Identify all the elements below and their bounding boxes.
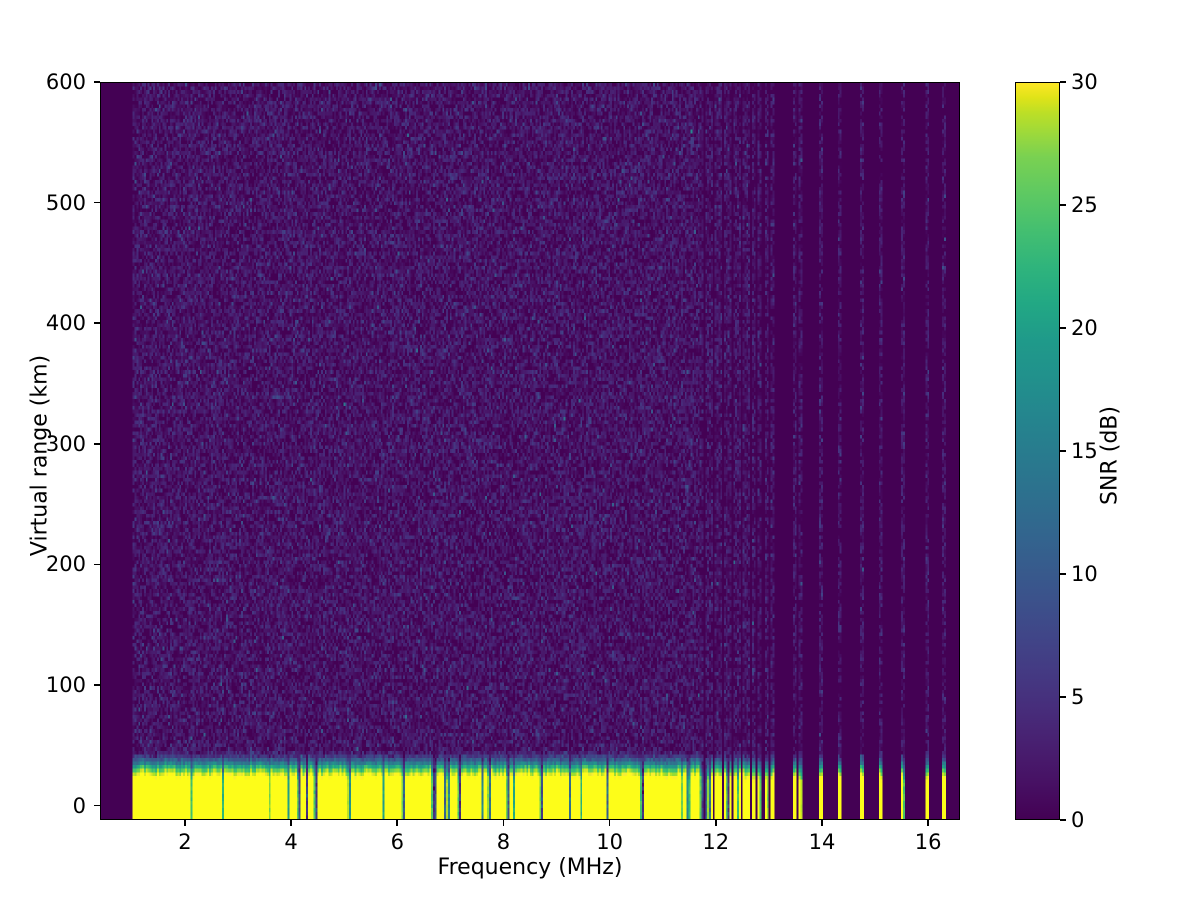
y-tick-mark — [94, 804, 100, 807]
y-tick-mark — [94, 684, 100, 686]
colorbar-tick-mark — [1060, 573, 1066, 575]
x-tick-label: 2 — [178, 830, 192, 854]
x-tick-mark — [184, 820, 186, 826]
ionogram-heatmap — [101, 83, 959, 819]
colorbar-tick-mark — [1060, 450, 1066, 452]
y-tick-label: 300 — [45, 431, 86, 456]
colorbar-tick-label: 30 — [1071, 70, 1098, 94]
colorbar-tick-label: 5 — [1071, 685, 1085, 709]
y-tick-mark — [94, 81, 100, 83]
y-tick-label: 200 — [45, 552, 86, 577]
y-tick-label: 500 — [45, 190, 86, 215]
colorbar-tick-label: 10 — [1071, 562, 1098, 586]
y-tick-mark — [94, 442, 100, 445]
ionogram-plot-area — [100, 82, 960, 820]
x-tick-label: 8 — [496, 830, 511, 854]
x-tick-mark — [502, 820, 505, 826]
x-tick-label: 10 — [596, 830, 623, 854]
y-tick-label: 0 — [72, 793, 86, 818]
colorbar-tick-label: 20 — [1071, 316, 1098, 340]
x-tick-label: 12 — [702, 830, 730, 854]
y-tick-mark — [94, 563, 100, 566]
colorbar-tick-label: 25 — [1071, 193, 1098, 217]
y-tick-label: 100 — [45, 672, 86, 697]
y-tick-mark — [94, 201, 100, 204]
colorbar-tick-label: 15 — [1071, 439, 1098, 463]
x-tick-label: 6 — [390, 830, 404, 854]
colorbar-tick-mark — [1060, 819, 1066, 821]
y-axis-label: Virtual range (km) — [27, 354, 53, 557]
x-tick-mark — [396, 820, 399, 826]
colorbar-tick-label: 0 — [1071, 808, 1085, 832]
y-tick-label: 400 — [45, 311, 86, 336]
x-tick-mark — [821, 820, 823, 826]
y-tick-label: 600 — [45, 70, 86, 94]
colorbar — [1015, 82, 1060, 820]
colorbar-tick-mark — [1060, 696, 1066, 698]
colorbar-label: SNR (dB) — [1097, 406, 1123, 505]
x-axis-label: Frequency (MHz) — [437, 855, 623, 880]
y-tick-mark — [94, 322, 100, 324]
x-tick-label: 4 — [284, 830, 298, 854]
x-tick-mark — [608, 820, 611, 826]
colorbar-tick-mark — [1060, 81, 1066, 83]
colorbar-tick-mark — [1060, 327, 1066, 329]
x-tick-label: 16 — [914, 830, 942, 854]
heatmap-canvas — [101, 83, 959, 819]
x-tick-label: 14 — [808, 830, 836, 854]
x-tick-mark — [715, 820, 717, 826]
colorbar-tick-mark — [1060, 204, 1066, 206]
x-tick-mark — [290, 820, 292, 826]
x-tick-mark — [927, 820, 929, 826]
